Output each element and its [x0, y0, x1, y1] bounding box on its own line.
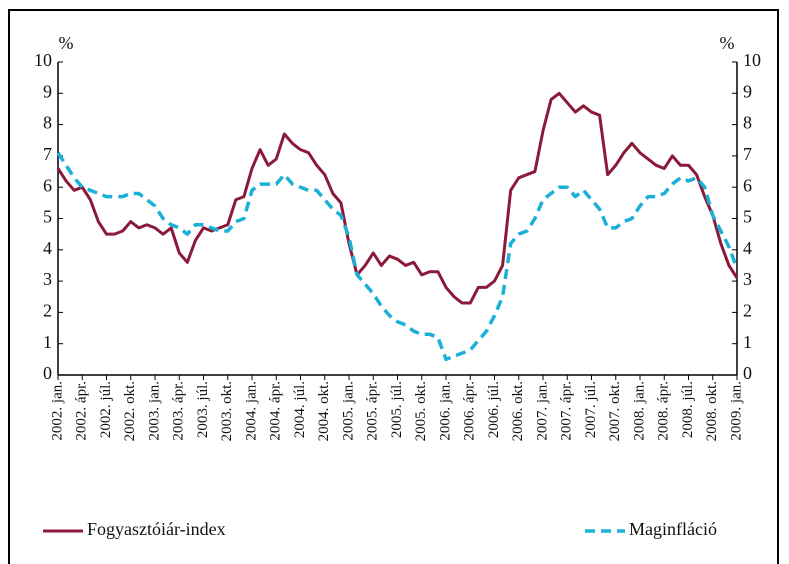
x-tick-label: 2005. jan.	[340, 381, 356, 441]
x-tick-label: 2002. ápr.	[74, 381, 90, 441]
legend-label: Fogyasztóiár-index	[87, 519, 226, 539]
x-tick-label: 2003. okt.	[219, 381, 235, 441]
x-tick-label: 2005. okt.	[413, 381, 429, 441]
y2-tick-label: 5	[743, 207, 752, 227]
x-tick-label: 2009. jan.	[728, 381, 744, 441]
y2-axis-label: %	[720, 33, 735, 53]
x-tick-label: 2002. okt.	[122, 381, 138, 441]
x-tick-label: 2004. ápr.	[268, 381, 284, 441]
y2-tick-label: 2	[743, 301, 752, 321]
x-tick-label: 2005. ápr.	[365, 381, 381, 441]
y-tick-label: 4	[43, 238, 52, 258]
y-tick-label: 6	[43, 175, 52, 195]
x-tick-label: 2008. okt.	[704, 381, 720, 441]
x-tick-label: 2007. ápr.	[559, 381, 575, 441]
y2-tick-label: 6	[743, 175, 752, 195]
x-tick-label: 2006. jan.	[437, 381, 453, 441]
series-line	[56, 151, 739, 362]
x-tick-label: 2006. okt.	[510, 381, 526, 441]
legend-label: Maginfláció	[629, 519, 717, 539]
y-tick-label: 8	[43, 113, 52, 133]
x-tick-label: 2006. ápr.	[462, 381, 478, 441]
x-tick-label: 2006. júl.	[486, 381, 502, 438]
x-tick-label: 2003. jan.	[146, 381, 162, 441]
x-tick-label: 2002. júl.	[98, 381, 114, 438]
y2-tick-label: 8	[743, 113, 752, 133]
y2-tick-label: 9	[743, 81, 752, 101]
x-tick-label: 2008. júl.	[680, 381, 696, 438]
y-tick-label: 0	[43, 363, 52, 383]
x-tick-label: 2004. jan.	[243, 381, 259, 441]
y2-tick-label: 1	[743, 332, 752, 352]
x-tick-label: 2004. júl.	[292, 381, 308, 438]
x-tick-label: 2007. jan.	[534, 381, 550, 441]
y2-tick-label: 3	[743, 269, 752, 289]
x-tick-label: 2004. okt.	[316, 381, 332, 441]
y-tick-label: 1	[43, 332, 52, 352]
y2-tick-label: 10	[743, 50, 761, 70]
y2-tick-label: 0	[743, 363, 752, 383]
y-tick-label: 7	[43, 144, 52, 164]
y-tick-label: 10	[34, 50, 52, 70]
x-tick-label: 2007. júl.	[583, 381, 599, 438]
x-tick-label: 2002. jan.	[49, 381, 65, 441]
y-tick-label: 3	[43, 269, 52, 289]
y-tick-label: 9	[43, 81, 52, 101]
x-tick-label: 2003. júl.	[195, 381, 211, 438]
y-tick-label: 2	[43, 301, 52, 321]
y2-tick-label: 4	[743, 238, 752, 258]
series-line	[56, 91, 739, 305]
frame	[8, 9, 779, 564]
y-tick-label: 5	[43, 207, 52, 227]
x-tick-label: 2003. ápr.	[171, 381, 187, 441]
x-tick-label: 2007. okt.	[607, 381, 623, 441]
x-tick-label: 2005. júl.	[389, 381, 405, 438]
x-tick-label: 2008. ápr.	[656, 381, 672, 441]
y-axis-label: %	[59, 33, 74, 53]
y2-tick-label: 7	[743, 144, 752, 164]
x-tick-label: 2008. jan.	[631, 381, 647, 441]
